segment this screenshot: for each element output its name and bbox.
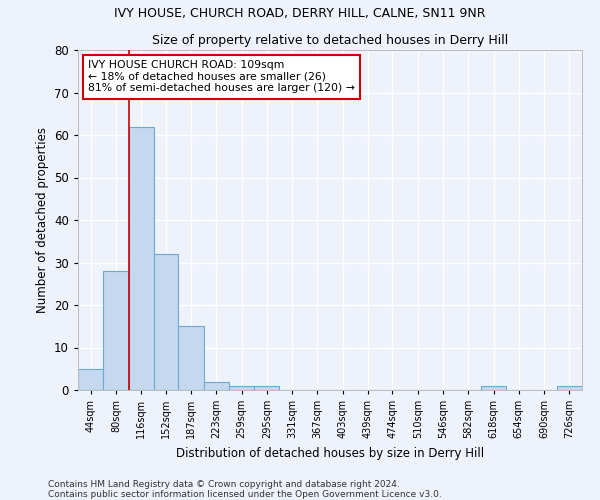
Bar bbox=[203, 382, 229, 390]
Bar bbox=[78, 369, 103, 390]
X-axis label: Distribution of detached houses by size in Derry Hill: Distribution of detached houses by size … bbox=[176, 446, 484, 460]
Bar bbox=[128, 126, 154, 390]
Bar bbox=[229, 386, 254, 390]
Text: Contains public sector information licensed under the Open Government Licence v3: Contains public sector information licen… bbox=[48, 490, 442, 499]
Bar bbox=[103, 271, 128, 390]
Text: IVY HOUSE, CHURCH ROAD, DERRY HILL, CALNE, SN11 9NR: IVY HOUSE, CHURCH ROAD, DERRY HILL, CALN… bbox=[114, 8, 486, 20]
Text: IVY HOUSE CHURCH ROAD: 109sqm
← 18% of detached houses are smaller (26)
81% of s: IVY HOUSE CHURCH ROAD: 109sqm ← 18% of d… bbox=[88, 60, 355, 94]
Bar bbox=[254, 386, 280, 390]
Bar bbox=[154, 254, 178, 390]
Bar bbox=[178, 326, 203, 390]
Bar bbox=[481, 386, 506, 390]
Bar bbox=[557, 386, 582, 390]
Title: Size of property relative to detached houses in Derry Hill: Size of property relative to detached ho… bbox=[152, 34, 508, 48]
Text: Contains HM Land Registry data © Crown copyright and database right 2024.: Contains HM Land Registry data © Crown c… bbox=[48, 480, 400, 489]
Y-axis label: Number of detached properties: Number of detached properties bbox=[35, 127, 49, 313]
